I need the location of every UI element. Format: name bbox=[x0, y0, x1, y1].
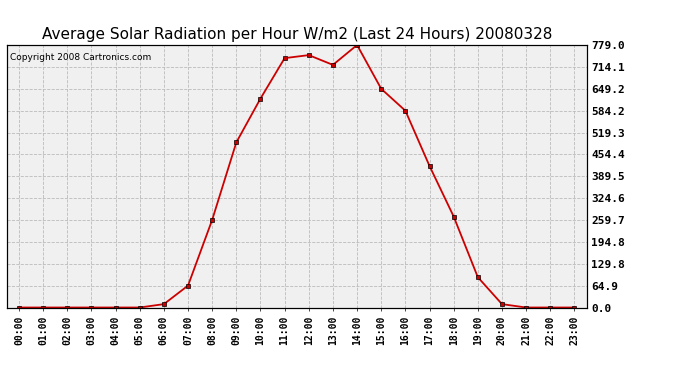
Text: Copyright 2008 Cartronics.com: Copyright 2008 Cartronics.com bbox=[10, 53, 151, 62]
Title: Average Solar Radiation per Hour W/m2 (Last 24 Hours) 20080328: Average Solar Radiation per Hour W/m2 (L… bbox=[41, 27, 552, 42]
